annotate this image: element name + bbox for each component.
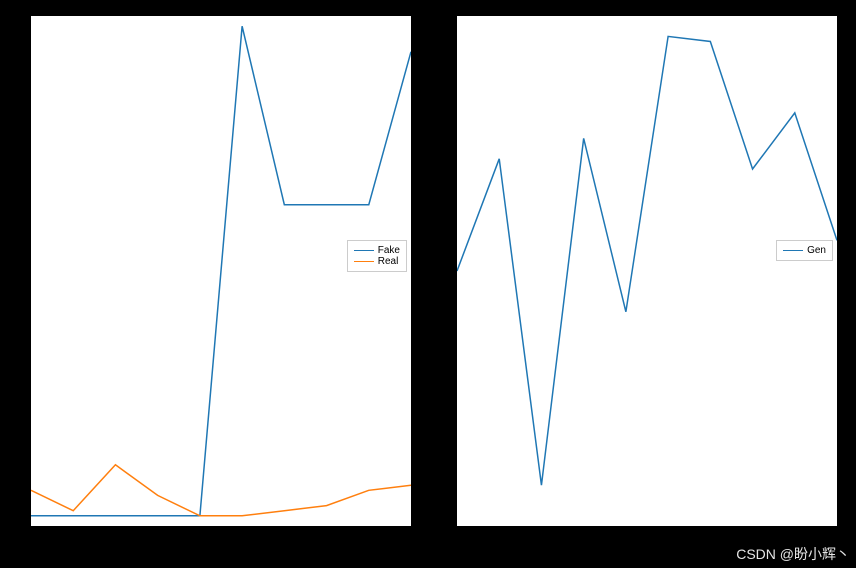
- right-chart: Gen: [456, 15, 838, 527]
- left-chart: FakeReal: [30, 15, 412, 527]
- figure: FakeReal Gen CSDN @盼小辉丶: [0, 0, 856, 568]
- legend: FakeReal: [347, 240, 407, 272]
- watermark: CSDN @盼小辉丶: [736, 544, 850, 564]
- legend-label: Gen: [807, 245, 826, 256]
- legend-item-real: Real: [354, 256, 400, 267]
- legend-swatch: [354, 250, 374, 251]
- legend-item-gen: Gen: [783, 245, 826, 256]
- legend-swatch: [354, 261, 374, 262]
- line-chart-svg: [457, 16, 837, 526]
- legend-label: Fake: [378, 245, 400, 256]
- legend: Gen: [776, 240, 833, 261]
- legend-swatch: [783, 250, 803, 251]
- legend-item-fake: Fake: [354, 245, 400, 256]
- series-real: [31, 465, 411, 516]
- legend-label: Real: [378, 256, 399, 267]
